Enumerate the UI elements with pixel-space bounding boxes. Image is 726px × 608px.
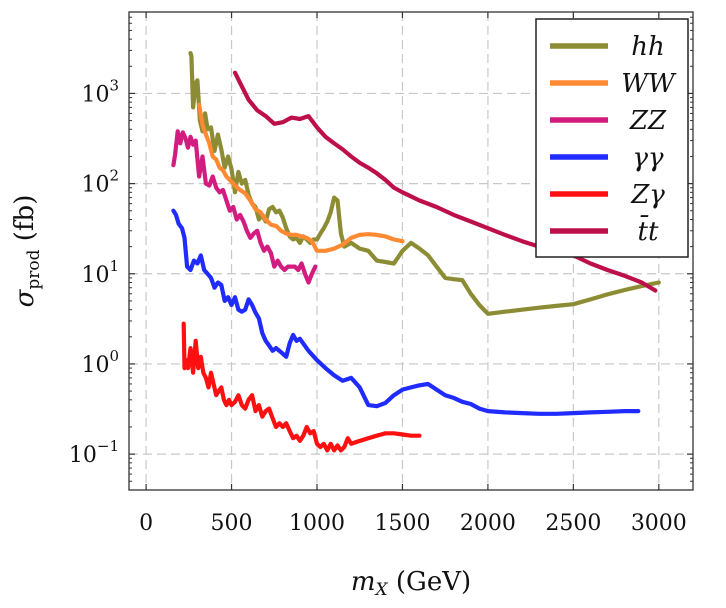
y-axis-label: σprod (fb) [10, 195, 44, 308]
x-tick-label: 2000 [460, 511, 516, 536]
legend-label: t̄t [638, 214, 659, 247]
legend-item: γγ [550, 143, 664, 173]
x-tick-label: 1000 [289, 511, 345, 536]
series-line-γγ [171, 208, 641, 416]
legend-label: ZZ [629, 106, 667, 136]
series-line-ZZ [171, 129, 318, 285]
series-line-Zγ [181, 321, 422, 453]
legend-label: γγ [632, 143, 664, 173]
y-tick-label: 103 [81, 76, 119, 107]
series-line-hh [188, 50, 661, 316]
legend-item: hh [550, 32, 665, 62]
legend-item: WW [550, 69, 677, 99]
legend: hh WW ZZ γγ Zγ t̄t [535, 18, 689, 258]
legend-item: ZZ [550, 106, 667, 136]
y-tick-label: 102 [81, 167, 119, 198]
x-axis-label: mX (GeV) [351, 567, 471, 600]
legend-label: WW [621, 69, 677, 99]
x-tick-label: 0 [139, 511, 153, 536]
x-tick-label: 3000 [631, 511, 687, 536]
y-tick-label: 100 [81, 347, 119, 378]
legend-item: Zγ [550, 180, 665, 210]
legend-item: t̄t [550, 214, 659, 247]
y-tick-label: 101 [81, 257, 119, 288]
legend-box [535, 18, 689, 258]
plot-frame [128, 11, 694, 491]
x-tick-label: 500 [211, 511, 253, 536]
x-tick-label: 1500 [374, 511, 430, 536]
tick-layer: 0 500 1000 1500 2000 2500 3000 10−1 100 101 102 103 [69, 11, 693, 536]
legend-label: hh [631, 32, 665, 62]
series-line-WW [197, 102, 405, 253]
legend-label: Zγ [630, 180, 665, 210]
y-tick-label: 10−1 [69, 437, 119, 468]
x-tick-label: 2500 [545, 511, 601, 536]
